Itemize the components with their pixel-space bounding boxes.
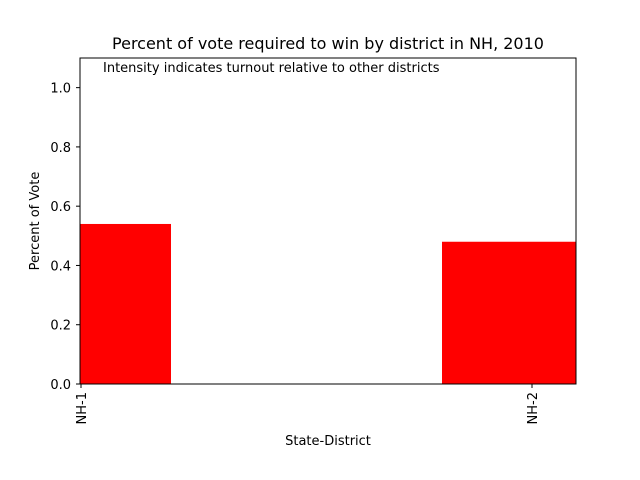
y-tick-label: 0.8	[50, 141, 71, 156]
y-tick-label: 0.2	[50, 319, 71, 334]
bars	[80, 223, 576, 384]
y-tick-label: 1.0	[50, 82, 71, 97]
x-tick-label: NH-1	[75, 392, 90, 424]
y-tick-label: 0.6	[50, 200, 71, 215]
bar-nh-1	[80, 223, 171, 384]
y-tick-label: 0.4	[50, 259, 71, 274]
bar-nh-2	[442, 241, 576, 384]
y-tick-label: 0.0	[50, 378, 71, 393]
y-axis-label: Percent of Vote	[28, 172, 43, 271]
y-axis: 0.0 0.2 0.4 0.6 0.8 1.0	[50, 82, 80, 393]
x-tick-label: NH-2	[526, 392, 541, 424]
x-axis: NH-1 NH-2	[75, 384, 541, 424]
chart-annotation: Intensity indicates turnout relative to …	[103, 61, 440, 76]
x-axis-label: State-District	[285, 434, 371, 449]
plot-area: Intensity indicates turnout relative to …	[79, 57, 577, 385]
chart-title: Percent of vote required to win by distr…	[112, 34, 544, 53]
plot-frame	[79, 57, 577, 385]
